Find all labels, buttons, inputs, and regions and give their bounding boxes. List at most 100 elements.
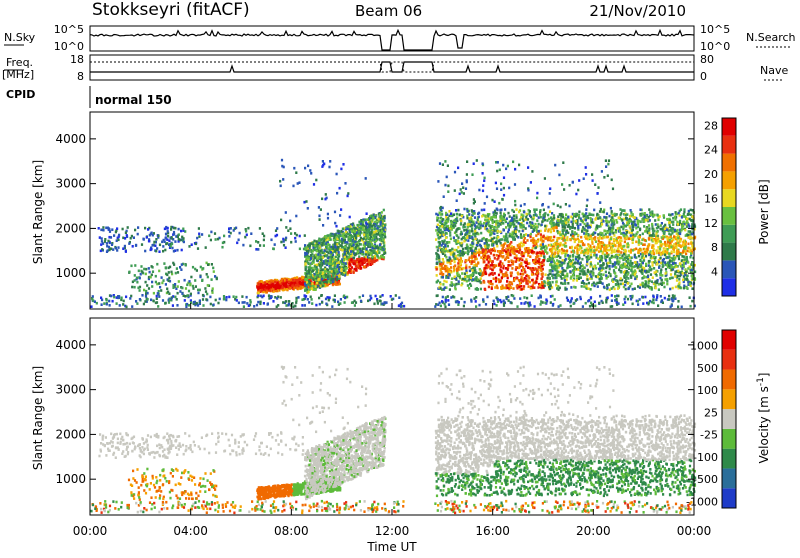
freq-tick-bottom: 8	[77, 70, 84, 83]
power-cell	[360, 266, 363, 270]
power-cell	[358, 220, 361, 224]
power-cell	[598, 301, 601, 305]
power-cell	[359, 227, 363, 230]
power-cell	[455, 300, 458, 304]
power-cell	[345, 230, 348, 234]
power-cell	[524, 301, 527, 304]
power-cell	[282, 277, 285, 281]
power-cell	[399, 305, 403, 308]
power-cell	[279, 184, 282, 188]
power-cell	[145, 300, 148, 303]
power-cell	[614, 295, 617, 298]
nave-tick-top: 80	[700, 53, 714, 66]
power-cell	[452, 236, 455, 239]
power-cell	[555, 272, 558, 276]
power-cell	[326, 254, 329, 257]
power-cell	[177, 233, 180, 236]
power-cell	[123, 244, 126, 248]
power-cell	[593, 300, 596, 304]
power-cell	[177, 240, 180, 243]
power-cell	[346, 232, 349, 236]
power-cell	[602, 220, 605, 223]
power-cell	[336, 272, 339, 276]
power-cell	[611, 265, 614, 268]
power-cell	[676, 270, 679, 274]
power-cell	[375, 239, 378, 242]
power-cell	[266, 282, 269, 286]
power-cell	[580, 285, 583, 288]
power-cell	[483, 242, 486, 245]
power-cell	[624, 269, 627, 273]
power-cell	[302, 278, 305, 282]
power-cell	[257, 291, 260, 295]
power-cell	[285, 285, 288, 288]
power-cell	[356, 223, 359, 227]
power-cell	[353, 304, 356, 307]
power-cell	[360, 238, 363, 242]
power-cell	[274, 280, 277, 284]
power-cell	[362, 265, 365, 269]
power-cell	[117, 246, 120, 249]
power-cell	[318, 274, 321, 278]
power-cell	[351, 239, 354, 242]
power-cell	[166, 238, 169, 241]
power-cell	[120, 298, 123, 302]
power-cell	[610, 287, 613, 290]
power-cell	[348, 225, 351, 228]
power-cell	[324, 284, 327, 287]
power-cell	[166, 273, 169, 277]
power-cell	[334, 221, 337, 225]
power-cell	[349, 246, 352, 249]
power-cell	[324, 242, 327, 245]
power-cell	[328, 249, 331, 252]
power-cell	[617, 282, 620, 286]
power-cell	[180, 263, 183, 266]
power-cell	[514, 232, 517, 236]
power-cell	[144, 272, 147, 276]
power-cell	[573, 237, 576, 241]
power-cell	[505, 284, 508, 287]
power-cell	[501, 251, 504, 254]
power-cell	[580, 281, 583, 284]
power-cell	[371, 246, 374, 250]
power-cell	[493, 272, 496, 275]
power-cell	[371, 239, 374, 242]
power-cell	[164, 237, 167, 240]
power-cell	[501, 284, 504, 288]
power-cell	[174, 295, 177, 299]
power-cell	[343, 250, 346, 254]
power-cell	[323, 239, 326, 242]
power-cell	[218, 297, 221, 301]
power-cell	[287, 229, 290, 232]
power-cell	[489, 252, 493, 255]
power-cell	[519, 272, 522, 276]
power-cell	[314, 275, 317, 278]
power-cell	[462, 304, 465, 308]
power-cell	[253, 305, 256, 308]
power-cell	[241, 301, 244, 304]
power-cell	[383, 301, 386, 304]
power-cell	[205, 273, 208, 276]
power-cell	[144, 300, 147, 303]
power-cell	[342, 252, 345, 256]
power-cell	[664, 268, 668, 271]
power-cell	[312, 274, 315, 277]
power-cell	[439, 231, 442, 234]
power-cell	[398, 296, 401, 299]
power-cell	[329, 251, 332, 254]
power-cell	[305, 281, 309, 284]
power-cell	[362, 243, 365, 247]
power-cell	[131, 305, 134, 308]
power-cell	[274, 234, 277, 238]
power-cell	[323, 273, 326, 276]
power-cell	[614, 283, 618, 286]
power-cell	[616, 294, 619, 298]
power-cell	[599, 242, 602, 246]
power-cell	[450, 296, 453, 299]
power-cell	[336, 264, 339, 267]
power-cell	[344, 182, 347, 185]
power-cell	[319, 208, 322, 211]
power-cell	[167, 266, 170, 270]
power-cell	[202, 267, 205, 270]
power-cell	[275, 233, 279, 237]
